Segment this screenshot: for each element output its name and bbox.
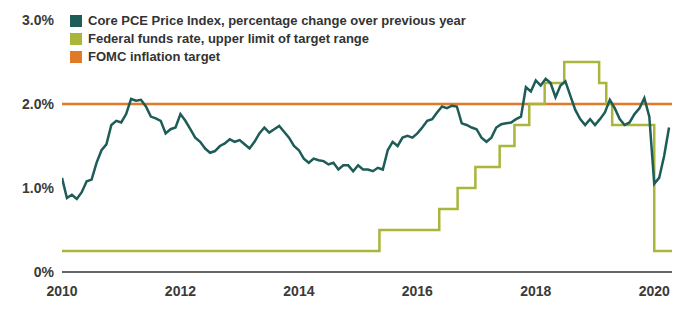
svg-text:2020: 2020: [639, 283, 670, 299]
html-text:Federal funds rate, upper limi: Federal funds rate, upper limit of targe…: [88, 31, 369, 46]
html-text:Core PCE Price Index, percenta: Core PCE Price Index, percentage change …: [88, 13, 466, 28]
html-text:FOMC inflation target: FOMC inflation target: [88, 49, 221, 64]
svg-text:2.0%: 2.0%: [22, 96, 54, 112]
svg-text:2014: 2014: [283, 283, 314, 299]
svg-text:0%: 0%: [34, 264, 55, 280]
svg-text:2012: 2012: [165, 283, 196, 299]
svg-text:1.0%: 1.0%: [22, 180, 54, 196]
svg-text:2010: 2010: [46, 283, 77, 299]
svg-text:2016: 2016: [402, 283, 433, 299]
svg-text:2018: 2018: [520, 283, 551, 299]
svg-text:3.0%: 3.0%: [22, 12, 54, 28]
